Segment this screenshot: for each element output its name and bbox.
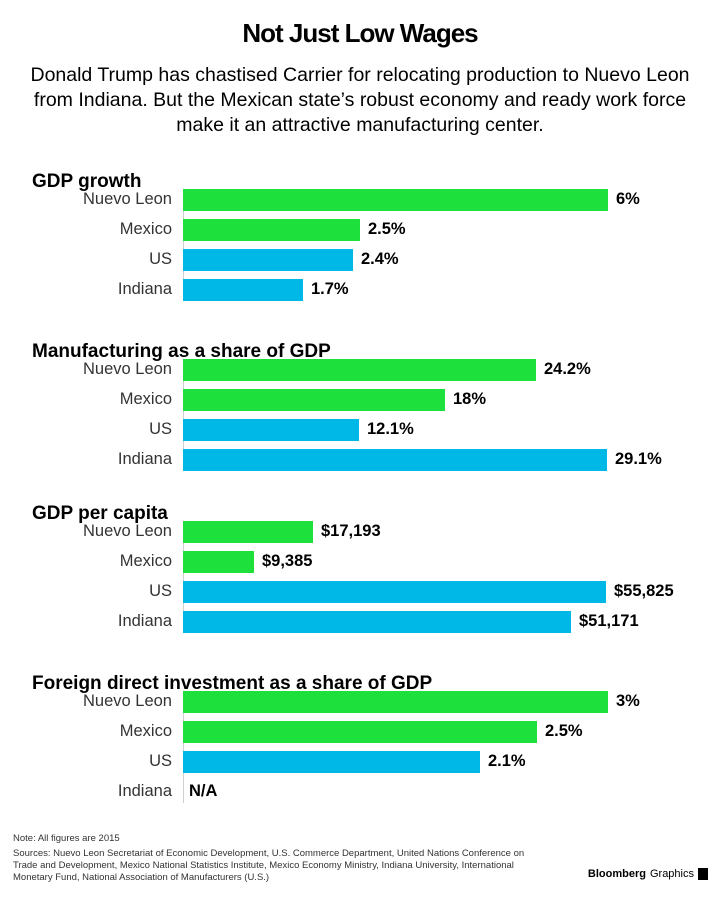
bar bbox=[183, 581, 606, 603]
brand-suffix: Graphics bbox=[649, 868, 694, 880]
bar-row: Nuevo Leon 6% bbox=[0, 185, 720, 215]
bar bbox=[183, 419, 359, 441]
bar bbox=[183, 249, 353, 271]
bar-row: Mexico $9,385 bbox=[0, 547, 720, 577]
bar-row: Nuevo Leon $17,193 bbox=[0, 517, 720, 547]
value-label: $9,385 bbox=[262, 552, 313, 570]
bar bbox=[183, 521, 313, 543]
value-label: 18% bbox=[453, 390, 487, 408]
note: Note: All figures are 2015 bbox=[13, 833, 120, 844]
bar bbox=[183, 691, 608, 713]
category-label: US bbox=[149, 582, 172, 600]
category-label: Nuevo Leon bbox=[83, 522, 172, 540]
category-label: Indiana bbox=[117, 782, 172, 800]
value-label: 2.5% bbox=[368, 220, 406, 238]
bloomberg-logo-icon bbox=[698, 868, 708, 880]
category-label: Nuevo Leon bbox=[83, 360, 172, 378]
bar-row: US 2.1% bbox=[0, 747, 720, 777]
category-label: Mexico bbox=[119, 722, 172, 740]
chart-title: Not Just Low Wages bbox=[242, 18, 478, 48]
chart-subtitle: Donald Trump has chastised Carrier for r… bbox=[30, 64, 690, 136]
bar bbox=[183, 389, 445, 411]
value-label: 24.2% bbox=[544, 360, 591, 378]
brand-name: Bloomberg bbox=[587, 868, 646, 880]
brand-credit: Bloomberg Graphics bbox=[588, 868, 708, 880]
value-label: N/A bbox=[189, 782, 218, 800]
value-label: 1.7% bbox=[311, 280, 349, 298]
category-label: Indiana bbox=[117, 612, 172, 630]
panel-title: Foreign direct investment as a share of … bbox=[32, 673, 433, 694]
panel-title: GDP growth bbox=[32, 171, 142, 192]
value-label: 12.1% bbox=[367, 420, 414, 438]
category-label: Indiana bbox=[117, 280, 172, 298]
bar-row: US $55,825 bbox=[0, 577, 720, 607]
bar-row: Indiana $51,171 bbox=[0, 607, 720, 637]
bar bbox=[183, 189, 608, 211]
bar bbox=[183, 611, 571, 633]
value-label: $51,171 bbox=[579, 612, 639, 630]
value-label: $17,193 bbox=[321, 522, 381, 540]
panel-title: GDP per capita bbox=[32, 503, 168, 524]
category-label: Nuevo Leon bbox=[83, 190, 172, 208]
value-label: 2.4% bbox=[361, 250, 399, 268]
bar bbox=[183, 219, 360, 241]
bar bbox=[183, 449, 607, 471]
bar-row: US 12.1% bbox=[0, 415, 720, 445]
category-label: US bbox=[149, 752, 172, 770]
bar-row: Indiana 29.1% bbox=[0, 445, 720, 475]
category-label: Indiana bbox=[117, 450, 172, 468]
value-label: 3% bbox=[616, 692, 640, 710]
axis-line bbox=[183, 521, 184, 633]
category-label: US bbox=[149, 250, 172, 268]
category-label: Mexico bbox=[119, 552, 172, 570]
panel-title: Manufacturing as a share of GDP bbox=[32, 341, 331, 362]
category-label: Nuevo Leon bbox=[83, 692, 172, 710]
bar bbox=[183, 721, 537, 743]
bar bbox=[183, 751, 480, 773]
category-label: Mexico bbox=[119, 390, 172, 408]
axis-line bbox=[183, 691, 184, 803]
bar-row: Indiana 1.7% bbox=[0, 275, 720, 305]
bar-row: US 2.4% bbox=[0, 245, 720, 275]
bar-row: Mexico 2.5% bbox=[0, 717, 720, 747]
axis-line bbox=[183, 359, 184, 471]
category-label: Mexico bbox=[119, 220, 172, 238]
bar-row: Mexico 2.5% bbox=[0, 215, 720, 245]
value-label: 29.1% bbox=[615, 450, 662, 468]
value-label: 6% bbox=[616, 190, 640, 208]
bar bbox=[183, 551, 254, 573]
bar-row: Mexico 18% bbox=[0, 385, 720, 415]
value-label: 2.5% bbox=[545, 722, 583, 740]
sources: Sources: Nuevo Leon Secretariat of Econo… bbox=[13, 848, 525, 883]
value-label: 2.1% bbox=[488, 752, 526, 770]
value-label: $55,825 bbox=[614, 582, 674, 600]
bar bbox=[183, 359, 536, 381]
bar-row: Nuevo Leon 24.2% bbox=[0, 355, 720, 385]
category-label: US bbox=[149, 420, 172, 438]
axis-line bbox=[183, 189, 184, 301]
bar bbox=[183, 279, 303, 301]
bar-row: Indiana N/A bbox=[0, 777, 720, 807]
bar-row: Nuevo Leon 3% bbox=[0, 687, 720, 717]
